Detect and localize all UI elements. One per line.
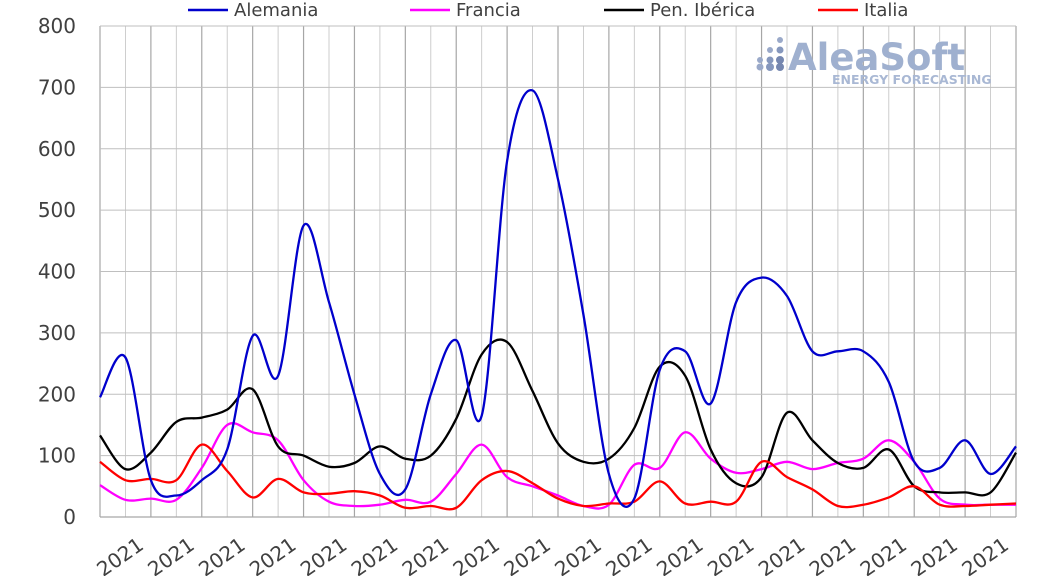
series-line-italia (99, 443, 1017, 511)
legend-label: Alemania (234, 0, 318, 21)
x-tick-label: 2021 (449, 532, 504, 576)
logo-tagline: ENERGY FORECASTING (832, 72, 992, 87)
y-tick-label: 300 (38, 321, 76, 345)
x-axis-tick-labels: 2021202120212021202120212021202120212021… (92, 532, 1013, 576)
x-tick-label: 2021 (805, 532, 860, 576)
x-tick-label: 2021 (143, 532, 198, 576)
x-tick-label: 2021 (957, 532, 1012, 576)
y-tick-label: 200 (38, 382, 76, 406)
series-line-pen-ib-rica (99, 338, 1017, 497)
y-tick-label: 400 (38, 260, 76, 284)
x-tick-label: 2021 (499, 532, 554, 576)
x-tick-label: 2021 (194, 532, 249, 576)
y-tick-label: 600 (38, 137, 76, 161)
series-line-francia (99, 422, 1016, 510)
x-tick-label: 2021 (754, 532, 809, 576)
legend-label: Italia (864, 0, 908, 21)
x-tick-label: 2021 (347, 532, 402, 576)
x-tick-label: 2021 (907, 532, 962, 576)
y-tick-label: 500 (38, 198, 76, 222)
legend: Alemania Francia Pen. Ibérica Italia (188, 0, 908, 21)
logo-name: AleaSoft (788, 36, 965, 79)
x-tick-label: 2021 (245, 532, 300, 576)
y-tick-label: 800 (38, 14, 76, 38)
x-tick-label: 2021 (856, 532, 911, 576)
y-tick-label: 700 (38, 75, 76, 99)
legend-label: Pen. Ibérica (650, 0, 755, 21)
x-tick-label: 2021 (703, 532, 758, 576)
x-tick-label: 2021 (550, 532, 605, 576)
y-tick-label: 0 (63, 505, 76, 529)
legend-label: Francia (456, 0, 521, 21)
series-lines (98, 89, 1017, 511)
y-tick-label: 100 (38, 444, 76, 468)
x-tick-label: 2021 (92, 532, 147, 576)
x-tick-label: 2021 (601, 532, 656, 576)
x-tick-label: 2021 (398, 532, 453, 576)
series-line-alemania (98, 89, 1017, 508)
x-tick-label: 2021 (652, 532, 707, 576)
gridlines (99, 25, 1017, 518)
y-axis-tick-labels: 0 100 200 300 400 500 600 700 800 (38, 14, 76, 529)
aleasoft-dots-icon (756, 37, 784, 71)
aleasoft-logo: AleaSoft ENERGY FORECASTING (756, 36, 992, 87)
x-tick-label: 2021 (296, 532, 351, 576)
